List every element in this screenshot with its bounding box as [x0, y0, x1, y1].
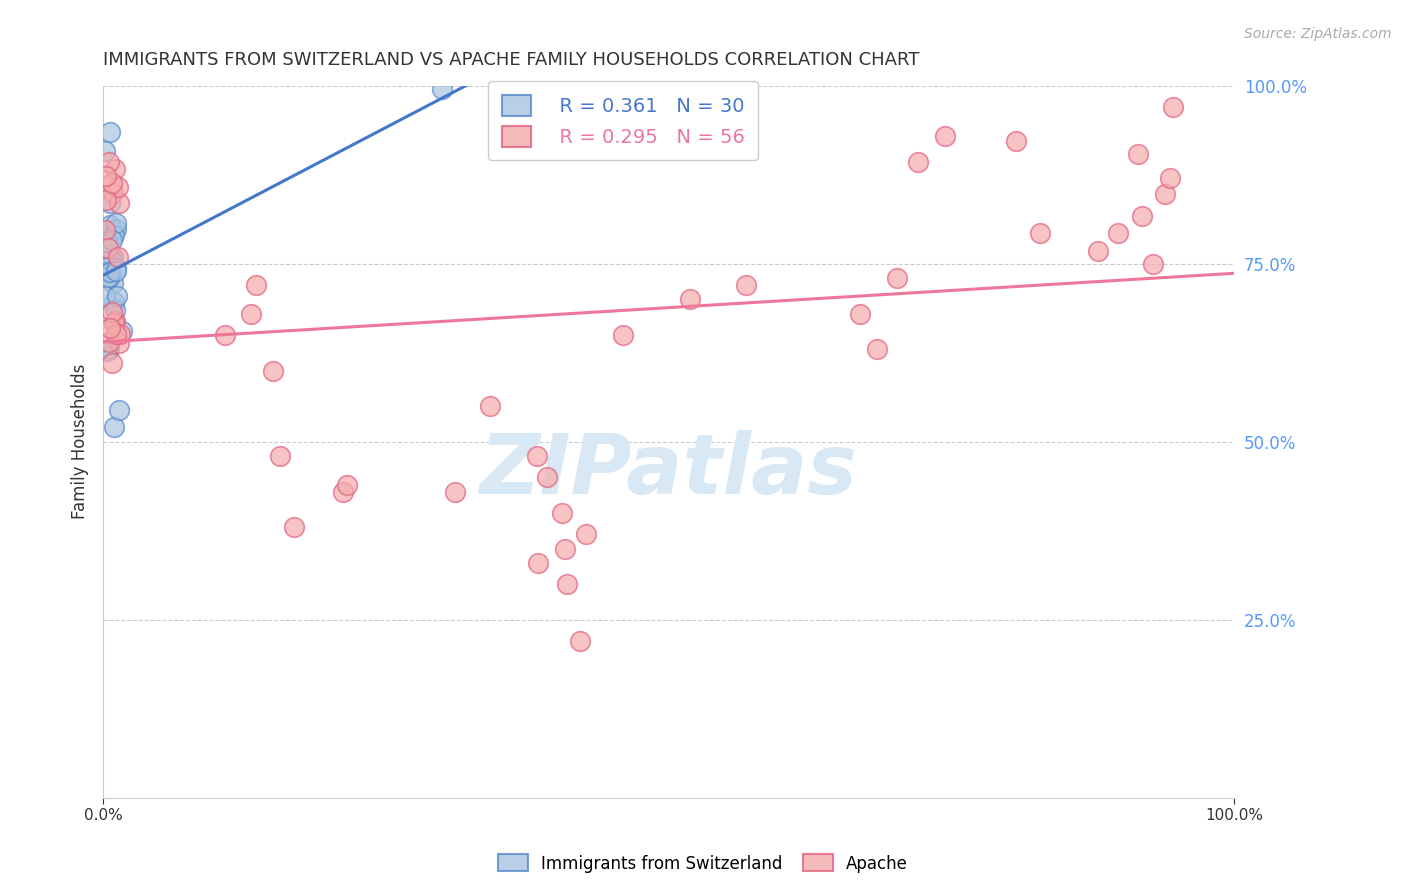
- Point: [111, 324, 134, 338]
- Point: [479, 399, 502, 413]
- Text: IMMIGRANTS FROM SWITZERLAND VS APACHE FAMILY HOUSEHOLDS CORRELATION CHART: IMMIGRANTS FROM SWITZERLAND VS APACHE FA…: [103, 51, 920, 69]
- Point: [104, 303, 127, 318]
- Point: [735, 278, 758, 293]
- Point: [97, 342, 120, 356]
- Point: [679, 293, 702, 307]
- Point: [1029, 226, 1052, 240]
- Point: [555, 577, 578, 591]
- Point: [526, 449, 548, 463]
- Point: [1142, 257, 1164, 271]
- Point: [432, 82, 454, 96]
- Point: [934, 129, 956, 144]
- Point: [575, 527, 598, 541]
- Point: [240, 306, 263, 320]
- Point: [107, 180, 129, 194]
- Point: [98, 335, 121, 350]
- Point: [536, 470, 558, 484]
- Point: [886, 271, 908, 285]
- Point: [245, 278, 267, 293]
- Y-axis label: Family Households: Family Households: [72, 364, 89, 519]
- Point: [551, 506, 574, 520]
- Point: [98, 218, 121, 232]
- Point: [103, 420, 125, 434]
- Point: [104, 162, 127, 177]
- Point: [100, 305, 122, 319]
- Point: [97, 269, 120, 284]
- Point: [444, 484, 467, 499]
- Point: [96, 169, 118, 184]
- Legend: Immigrants from Switzerland, Apache: Immigrants from Switzerland, Apache: [491, 847, 915, 880]
- Point: [1004, 135, 1026, 149]
- Point: [105, 327, 128, 342]
- Point: [100, 196, 122, 211]
- Text: Source: ZipAtlas.com: Source: ZipAtlas.com: [1244, 27, 1392, 41]
- Text: ZIPatlas: ZIPatlas: [479, 430, 858, 511]
- Point: [527, 556, 550, 570]
- Point: [103, 228, 125, 243]
- Point: [100, 233, 122, 247]
- Point: [100, 125, 122, 139]
- Point: [100, 252, 122, 266]
- Point: [104, 216, 127, 230]
- Point: [93, 288, 115, 302]
- Point: [100, 356, 122, 370]
- Point: [107, 250, 129, 264]
- Point: [105, 264, 128, 278]
- Point: [101, 276, 124, 290]
- Point: [554, 541, 576, 556]
- Point: [108, 327, 131, 342]
- Point: [1107, 226, 1129, 240]
- Point: [1126, 147, 1149, 161]
- Point: [107, 403, 129, 417]
- Point: [94, 241, 117, 255]
- Point: [97, 265, 120, 279]
- Point: [332, 484, 354, 499]
- Point: [1154, 186, 1177, 201]
- Point: [612, 327, 634, 342]
- Point: [101, 176, 124, 190]
- Point: [1087, 244, 1109, 259]
- Point: [96, 343, 118, 358]
- Point: [108, 196, 131, 211]
- Point: [105, 289, 128, 303]
- Point: [98, 155, 121, 169]
- Point: [103, 316, 125, 330]
- Point: [283, 520, 305, 534]
- Point: [105, 221, 128, 235]
- Point: [96, 235, 118, 249]
- Point: [214, 327, 236, 342]
- Point: [103, 294, 125, 309]
- Point: [98, 321, 121, 335]
- Point: [103, 250, 125, 264]
- Point: [104, 314, 127, 328]
- Legend:   R = 0.361   N = 30,   R = 0.295   N = 56: R = 0.361 N = 30, R = 0.295 N = 56: [488, 81, 758, 161]
- Point: [101, 186, 124, 201]
- Point: [336, 477, 359, 491]
- Point: [1159, 171, 1181, 186]
- Point: [1161, 100, 1184, 114]
- Point: [907, 154, 929, 169]
- Point: [866, 342, 889, 356]
- Point: [108, 336, 131, 351]
- Point: [94, 224, 117, 238]
- Point: [568, 634, 591, 648]
- Point: [94, 222, 117, 236]
- Point: [269, 449, 291, 463]
- Point: [848, 306, 870, 320]
- Point: [1130, 210, 1153, 224]
- Point: [104, 260, 127, 275]
- Point: [98, 265, 121, 279]
- Point: [94, 144, 117, 158]
- Point: [96, 193, 118, 207]
- Point: [98, 271, 121, 285]
- Point: [262, 363, 284, 377]
- Point: [97, 241, 120, 255]
